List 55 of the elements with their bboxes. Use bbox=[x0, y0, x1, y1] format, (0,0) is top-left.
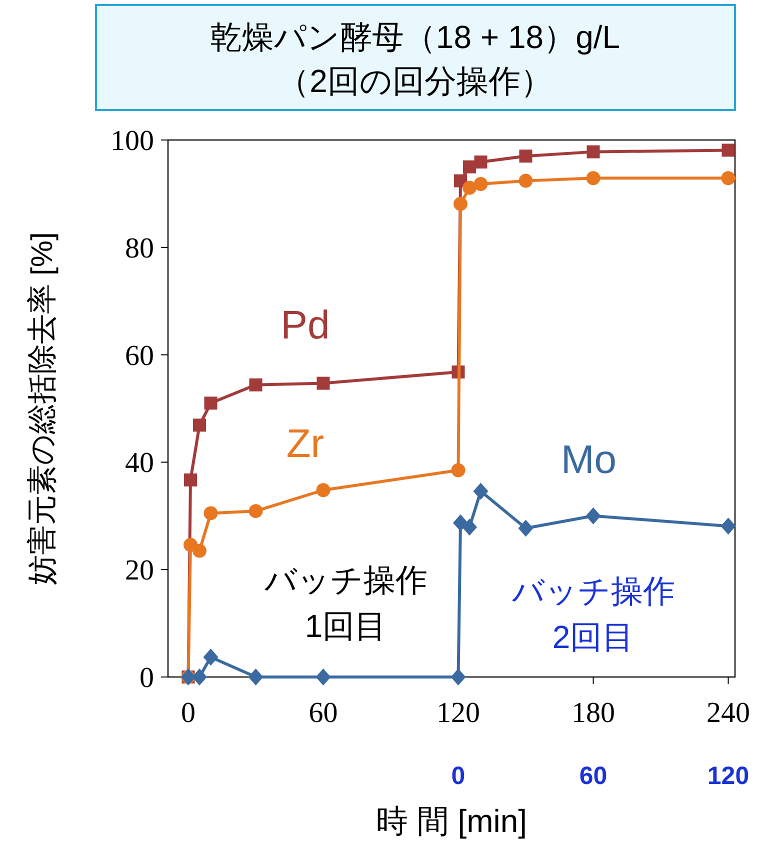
point bbox=[203, 648, 218, 666]
point bbox=[204, 396, 218, 410]
point bbox=[454, 196, 468, 211]
point bbox=[192, 668, 207, 686]
point bbox=[462, 518, 477, 536]
point bbox=[249, 378, 262, 392]
y-axis-title: 妨害元素の総括除去率 [%] bbox=[26, 232, 59, 585]
series-label: Mo bbox=[560, 438, 617, 482]
point bbox=[248, 504, 263, 518]
point bbox=[474, 156, 488, 169]
point bbox=[192, 544, 206, 558]
chart-title: 乾燥パン酵母（18 + 18）g/L （2回の回分操作） bbox=[210, 19, 620, 99]
point bbox=[462, 180, 476, 195]
point bbox=[316, 668, 331, 686]
y-tick-label: 0 bbox=[140, 662, 154, 694]
x-tick-label: 60 bbox=[308, 697, 338, 729]
x-tick-label: 0 bbox=[181, 697, 196, 729]
point bbox=[586, 171, 600, 186]
point bbox=[316, 376, 330, 390]
y-tick-label: 80 bbox=[125, 232, 154, 264]
x2-tick-label: 120 bbox=[707, 762, 750, 790]
x-axis-title: 時 間 [min] bbox=[376, 803, 528, 839]
point bbox=[519, 150, 532, 163]
point bbox=[451, 463, 466, 478]
x-tick-label: 180 bbox=[572, 697, 615, 729]
annotation: バッチ操作 2回目 bbox=[510, 572, 675, 655]
point bbox=[316, 483, 330, 498]
series-label: Zr bbox=[286, 422, 324, 466]
point bbox=[204, 506, 218, 520]
x2-tick-label: 0 bbox=[451, 762, 466, 790]
point bbox=[184, 473, 197, 486]
annotation: バッチ操作 1回目 bbox=[263, 562, 428, 644]
y-tick-label: 100 bbox=[110, 125, 154, 157]
point bbox=[453, 514, 468, 532]
point bbox=[586, 507, 601, 524]
point bbox=[248, 668, 264, 686]
y-tick-label: 60 bbox=[125, 340, 154, 372]
point bbox=[518, 174, 533, 188]
point bbox=[518, 520, 534, 537]
point bbox=[586, 145, 600, 158]
point bbox=[721, 171, 736, 186]
x-tick-label: 240 bbox=[706, 697, 750, 729]
y-tick-label: 40 bbox=[125, 447, 154, 480]
title: 乾燥パン酵母（18 + 18）g/L （2回の回分操作） bbox=[95, 4, 736, 111]
point bbox=[473, 482, 488, 500]
point bbox=[450, 668, 466, 686]
x-tick-label: 120 bbox=[436, 697, 480, 729]
y-tick-label: 20 bbox=[125, 554, 154, 587]
series-label: Pd bbox=[280, 304, 330, 348]
point bbox=[193, 418, 206, 432]
x2-tick-label: 60 bbox=[579, 762, 608, 790]
point bbox=[722, 144, 735, 157]
point bbox=[463, 160, 476, 174]
point bbox=[720, 518, 736, 535]
point bbox=[474, 177, 488, 192]
